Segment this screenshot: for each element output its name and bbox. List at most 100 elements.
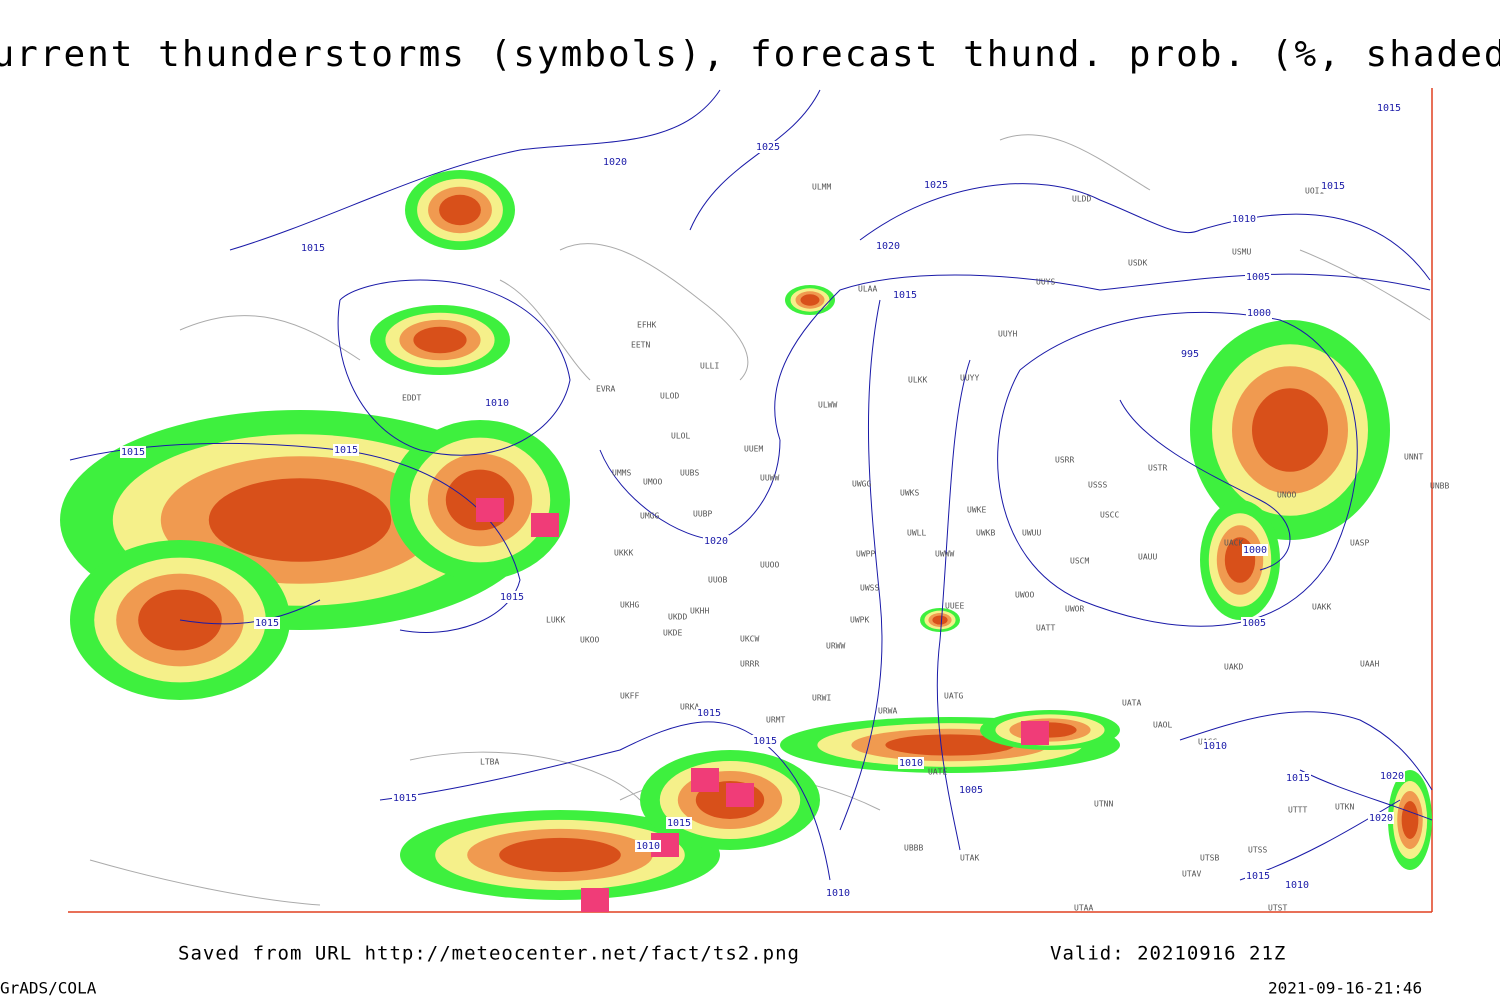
station-label: ULWW: [818, 401, 837, 410]
isobar-label-bg: [1368, 812, 1394, 824]
isobar-label: 1020: [704, 536, 728, 547]
isobar-label: 1010: [636, 841, 660, 852]
station-label: UTNN: [1094, 800, 1113, 809]
isobar-label-bg: [1241, 617, 1267, 629]
station-label: UUEM: [744, 445, 763, 454]
station-label: UNOO: [1277, 491, 1296, 500]
isobar-label: 1020: [876, 241, 900, 252]
isobar-label-bg: [875, 240, 901, 252]
station-label: UATA: [1122, 699, 1141, 708]
isobar-label-bg: [1379, 770, 1405, 782]
station-label: UWKE: [967, 506, 986, 515]
shading: [413, 326, 467, 354]
isobar-label: 1015: [1286, 773, 1310, 784]
shading: [208, 478, 392, 562]
isobar-label-bg: [1202, 740, 1228, 752]
station-label: UKOO: [580, 636, 599, 645]
storm-symbol: [691, 768, 719, 792]
station-label: USMU: [1232, 248, 1251, 257]
isobar-label: 1005: [1242, 618, 1266, 629]
isobar-label-bg: [703, 535, 729, 547]
station-label: USRR: [1055, 456, 1074, 465]
station-label: UNBB: [1430, 482, 1449, 491]
isobar-label-bg: [752, 735, 778, 747]
station-label: URWW: [826, 642, 845, 651]
isobar-label-bg: [666, 817, 692, 829]
station-label: USSS: [1088, 481, 1107, 490]
station-label: UUBS: [680, 469, 699, 478]
station-label: UATG: [944, 692, 963, 701]
timestamp: 2021-09-16-21:46: [1268, 979, 1422, 998]
station-label: UWUU: [1022, 529, 1041, 538]
station-label: UWLL: [907, 529, 926, 538]
station-label: UWOR: [1065, 605, 1084, 614]
isobar-label-bg: [825, 887, 851, 899]
station-label: UKHG: [620, 601, 639, 610]
isobar-label: 1010: [485, 398, 509, 409]
station-label: URWI: [812, 694, 831, 703]
station-label: UTST: [1268, 904, 1287, 913]
isobar-label-bg: [1242, 544, 1268, 556]
station-label: UKKK: [614, 549, 633, 558]
isobar-label: 1010: [1232, 214, 1256, 225]
station-label: LUKK: [546, 616, 565, 625]
station-label: UWGG: [852, 480, 871, 489]
isobar-label: 1005: [1246, 272, 1270, 283]
isobar-label-bg: [1320, 180, 1346, 192]
isobar-label-bg: [1284, 879, 1310, 891]
station-label: UWPK: [850, 616, 869, 625]
isobar-label: 1015: [301, 243, 325, 254]
station-label: ULDD: [1072, 195, 1091, 204]
station-label: UTSB: [1200, 854, 1219, 863]
station-label: URMT: [766, 716, 785, 725]
isobar-label: 1015: [1377, 103, 1401, 114]
station-label: UUYY: [960, 374, 979, 383]
shading: [439, 194, 481, 226]
isobar-labels: 1020 1025 1025 1015 1020 1015 1010 1005 1000 995 1…: [120, 102, 1405, 899]
isobar-label: 1025: [924, 180, 948, 191]
station-label: USDK: [1128, 259, 1147, 268]
isobar-label-bg: [1285, 772, 1311, 784]
station-label: UMGG: [640, 512, 659, 521]
station-label: UATT: [1036, 624, 1055, 633]
map-area: ULMM ULDD UOII USDK USMU ULAA UUYS UUYH EFHK EETN…: [60, 88, 1449, 913]
isobar-label-bg: [696, 707, 722, 719]
station-label: ULOL: [671, 432, 690, 441]
station-label: UTAK: [960, 854, 979, 863]
station-label: UWOO: [1015, 591, 1034, 600]
storm-symbol: [581, 888, 609, 912]
stations: ULMM ULDD UOII USDK USMU ULAA UUYS UUYH EFHK EETN…: [402, 183, 1449, 913]
isobar-label-bg: [300, 242, 326, 254]
station-label: EETN: [631, 341, 650, 350]
isobar-label: 1015: [500, 592, 524, 603]
station-label: UWKS: [900, 489, 919, 498]
station-label: UKFF: [620, 692, 639, 701]
station-label: UASP: [1350, 539, 1369, 548]
isobar-label-bg: [923, 179, 949, 191]
thunderstorm-symbols: [476, 498, 1049, 912]
isobar-label: 1015: [697, 708, 721, 719]
station-label: UAKD: [1224, 663, 1243, 672]
isobar-label-bg: [392, 792, 418, 804]
station-label: UTKN: [1335, 803, 1354, 812]
isobar-label: 1010: [899, 758, 923, 769]
shading: [1401, 801, 1419, 839]
station-label: UAUU: [1138, 553, 1157, 562]
station-label: ULOD: [660, 392, 679, 401]
isobar-label: 1020: [1380, 771, 1404, 782]
isobar-label-bg: [1231, 213, 1257, 225]
station-label: UWPP: [856, 550, 875, 559]
isobar-label: 1015: [1246, 871, 1270, 882]
software: GrADS/COLA: [0, 979, 97, 998]
station-label: UTTT: [1288, 806, 1307, 815]
isobar-label-bg: [484, 397, 510, 409]
station-label: EFHK: [637, 321, 656, 330]
shading: [932, 615, 948, 625]
isobar-label: 1010: [1285, 880, 1309, 891]
isobar-label: 1015: [1321, 181, 1345, 192]
station-label: URKA: [680, 703, 699, 712]
isobar-label: 1010: [826, 888, 850, 899]
isobar-label-bg: [1246, 307, 1272, 319]
isobar-label: 1020: [603, 157, 627, 168]
